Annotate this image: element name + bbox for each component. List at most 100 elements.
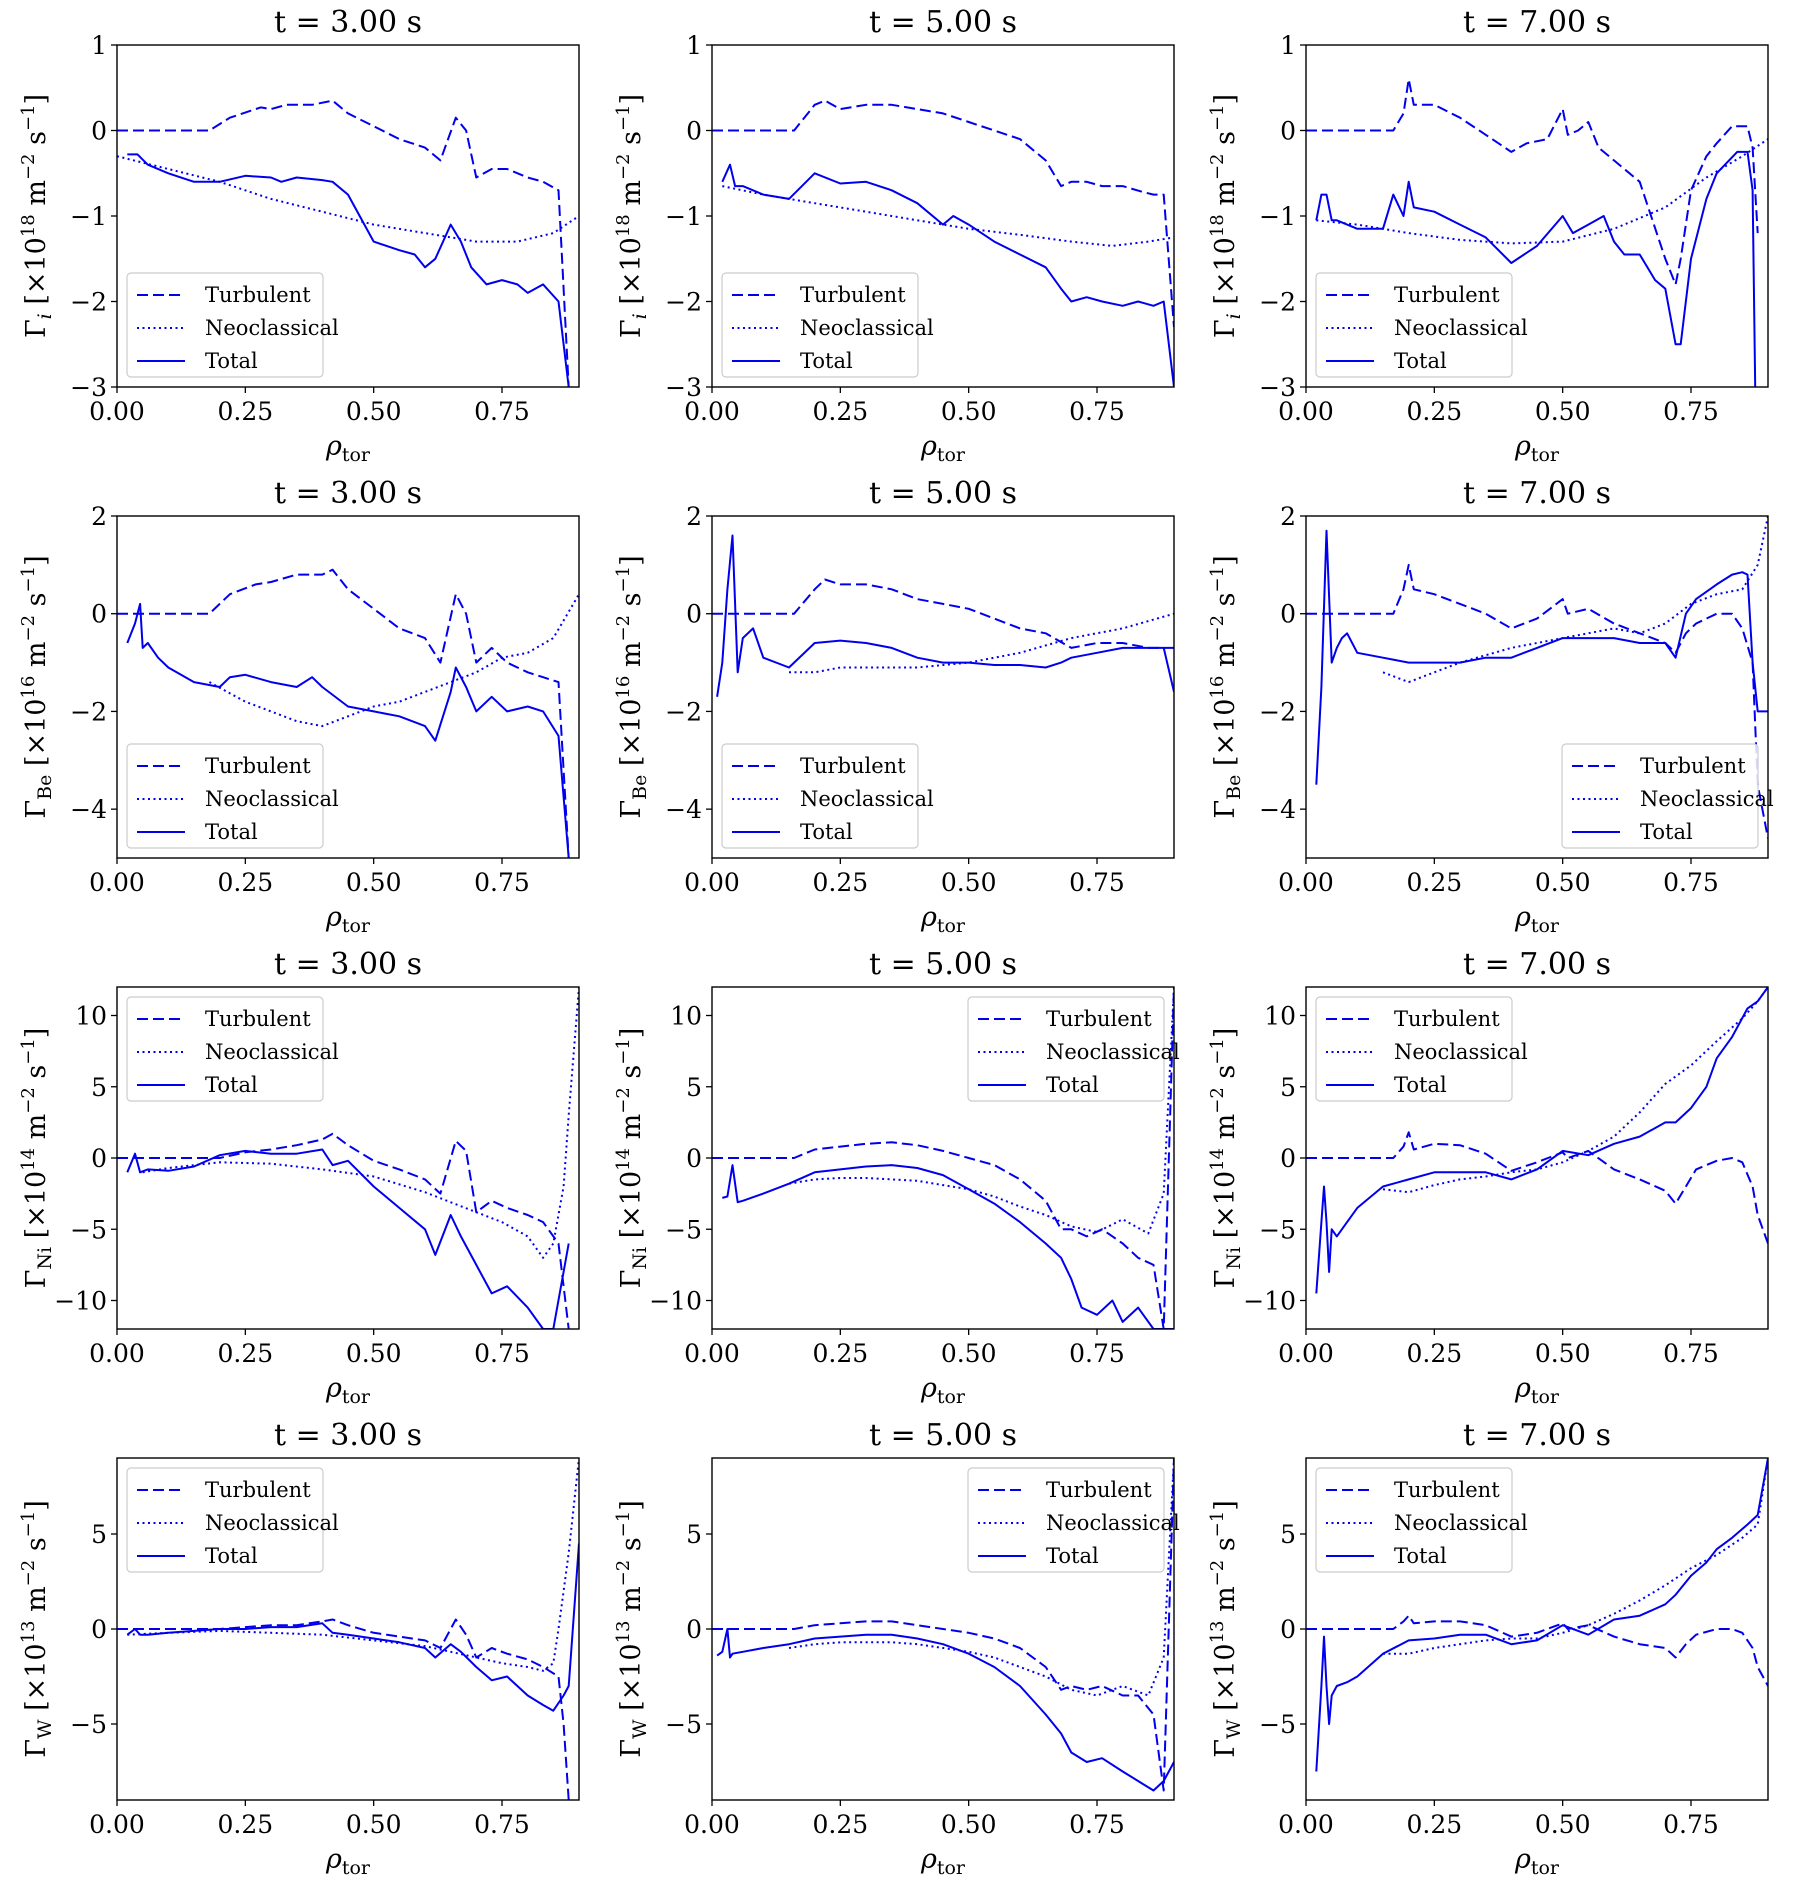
x-axis-label: ρtor	[1514, 431, 1560, 466]
y-axis-label-symbol: Γ	[616, 319, 647, 338]
x-tick-label: 0.25	[1406, 1339, 1462, 1368]
y-axis-label-symbol: Γ	[21, 1270, 52, 1289]
legend-label-total: Total	[205, 1544, 258, 1568]
x-axis-label: ρtor	[920, 1844, 966, 1876]
y-axis-label-unit: s	[1210, 1537, 1241, 1559]
x-tick-label: 0.00	[684, 868, 740, 897]
x-axis-label-symbol: ρ	[1514, 1844, 1531, 1875]
y-axis-label-symbol: Γ	[616, 800, 647, 819]
x-tick-label: 0.00	[684, 1810, 740, 1839]
legend-label-total: Total	[800, 820, 853, 844]
y-axis-label: ΓBe [×1016 m−2 s−1]	[18, 555, 56, 818]
y-axis-label-unit: [×10	[21, 1171, 52, 1247]
legend-box	[967, 1467, 1165, 1573]
legend-label-total: Total	[1046, 1544, 1099, 1568]
x-axis-label: ρtor	[920, 431, 966, 466]
y-axis-label: ΓW [×1013 m−2 s−1]	[1207, 1500, 1245, 1758]
x-tick-label: 0.25	[812, 1339, 868, 1368]
y-tick-label: 0	[1280, 600, 1296, 629]
y-axis-label: Γi [×1018 m−2 s−1]	[18, 94, 56, 338]
y-axis-label-sub: i	[629, 313, 651, 319]
y-axis-label-sub: Ni	[1223, 1247, 1245, 1270]
series-line-turbulent	[117, 568, 570, 858]
y-tick-label: 5	[686, 1520, 702, 1549]
x-tick-label: 0.75	[474, 868, 530, 897]
y-axis-label-exp: −2	[1207, 1560, 1228, 1587]
y-axis-label-unit: s	[21, 592, 52, 614]
y-tick-label: 5	[1280, 1073, 1296, 1102]
x-tick-label: 0.50	[346, 397, 402, 426]
series-line-total	[722, 1164, 1174, 1329]
subplot-title: t = 5.00 s	[869, 476, 1017, 511]
x-tick-label: 0.75	[474, 397, 530, 426]
legend: Turbulent Neoclassical Total	[967, 1467, 1180, 1573]
subplot-2-0: t = 3.00 s 0.00 0.25 0.50 0.75 10 5 0 −5 −10 ρtor Γ…	[18, 947, 580, 1408]
y-tick-label: 0	[91, 600, 107, 629]
x-tick-label: 0.00	[89, 1810, 145, 1839]
y-axis-label-unit: s	[21, 131, 52, 153]
y-axis-label-exp: −1	[18, 566, 39, 593]
legend-box	[967, 996, 1165, 1102]
series-line-neoclassical	[722, 185, 1174, 247]
x-axis-label-symbol: ρ	[325, 1844, 342, 1875]
y-axis-label-exp: 14	[18, 1148, 39, 1171]
y-axis-label-unit: s	[1210, 131, 1241, 153]
y-axis-label-symbol: Γ	[21, 1739, 52, 1758]
plot-frame	[116, 515, 580, 859]
y-axis-label-unit: m	[21, 1114, 52, 1148]
y-axis-label-sub: i	[1223, 313, 1245, 319]
y-tick-label: 5	[686, 1073, 702, 1102]
y-axis-label-sub: Be	[34, 775, 56, 800]
legend: Turbulent Neoclassical Total	[1315, 1467, 1528, 1573]
y-axis-label-exp: 13	[18, 1621, 39, 1644]
x-tick-label: 0.25	[812, 397, 868, 426]
y-axis-label-symbol: Γ	[1210, 800, 1241, 819]
y-tick-label: −2	[70, 697, 107, 726]
x-axis-label-sub: tor	[937, 1857, 966, 1876]
y-tick-label: 5	[1280, 1520, 1296, 1549]
legend-label-neoclassical: Neoclassical	[205, 787, 339, 811]
x-axis-label-sub: tor	[342, 915, 371, 937]
legend-label-total: Total	[1046, 1073, 1099, 1097]
series-line-total	[126, 1543, 579, 1712]
series-line-total	[1315, 987, 1768, 1294]
x-axis-label-sub: tor	[342, 1386, 371, 1408]
y-axis-label-unit: ]	[1210, 1028, 1241, 1039]
legend-box	[1561, 743, 1759, 849]
y-tick-label: −5	[1259, 1710, 1296, 1739]
y-axis-label-exp: −2	[18, 615, 39, 642]
y-axis-label-exp: −1	[613, 104, 634, 131]
plot-frame	[1305, 515, 1769, 859]
y-axis-label-unit: m	[1210, 180, 1241, 214]
subplot-title: t = 3.00 s	[274, 5, 422, 40]
y-axis-label-exp: −2	[1207, 1087, 1228, 1114]
x-tick-label: 0.00	[89, 868, 145, 897]
y-tick-label: 0	[91, 117, 107, 146]
x-axis-label: ρtor	[325, 431, 371, 466]
y-axis-label-unit: ]	[21, 1028, 52, 1039]
y-tick-label: 2	[1280, 502, 1296, 531]
subplot-title: t = 7.00 s	[1463, 5, 1611, 40]
x-tick-label: 0.00	[684, 397, 740, 426]
subplot-1-0: t = 3.00 s 0.00 0.25 0.50 0.75 2 0 −2 −4 ρtor ΓBe …	[18, 476, 580, 937]
y-tick-label: −2	[70, 288, 107, 317]
legend-box	[1315, 1467, 1513, 1573]
legend: Turbulent Neoclassical Total	[126, 743, 339, 849]
legend-label-turbulent: Turbulent	[800, 754, 906, 778]
legend-label-turbulent: Turbulent	[205, 1478, 311, 1502]
legend-label-total: Total	[1394, 1073, 1447, 1097]
x-axis-label-sub: tor	[1531, 1857, 1560, 1876]
series-line-turbulent	[117, 1132, 570, 1329]
legend-label-neoclassical: Neoclassical	[1640, 787, 1774, 811]
y-axis-label-unit: [×10	[1210, 699, 1241, 775]
x-tick-label: 0.50	[1535, 1339, 1591, 1368]
y-axis-label-unit: ]	[1210, 555, 1241, 566]
subplot-0-2: t = 7.00 s 0.00 0.25 0.50 0.75 1 0 −1 −2 −3 ρtor Γi…	[1207, 5, 1769, 466]
x-tick-label: 0.00	[1278, 868, 1334, 897]
legend-label-turbulent: Turbulent	[205, 754, 311, 778]
series-line-turbulent	[712, 1458, 1174, 1792]
x-tick-label: 0.25	[217, 397, 273, 426]
x-tick-label: 0.50	[1535, 397, 1591, 426]
legend-label-total: Total	[205, 349, 258, 373]
y-axis-label-exp: 16	[18, 676, 39, 699]
